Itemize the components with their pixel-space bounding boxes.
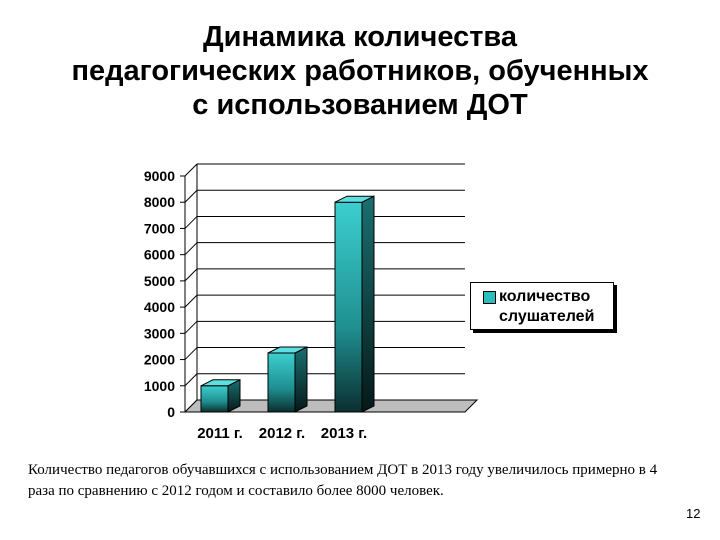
gridline-diagonal [184, 268, 198, 282]
x-category-label: 2013 г. [321, 425, 367, 442]
legend-label: количество слушателей [499, 288, 595, 325]
gridline-diagonal [184, 347, 198, 360]
gridline-diagonal [184, 189, 198, 203]
x-axis-labels: 2011 г. 2012 г. 2013 г. [197, 425, 367, 442]
bar-2 [267, 346, 308, 413]
x-category-label: 2012 г. [259, 425, 305, 442]
gridline-diagonal [184, 242, 198, 256]
gridline-diagonal [184, 294, 198, 308]
y-tick-label: 3000 [144, 325, 175, 341]
y-tick-label: 4000 [144, 299, 175, 315]
bar-3 [334, 195, 375, 413]
y-tick-label: 2000 [144, 352, 175, 368]
chart-gridlines [180, 163, 479, 413]
bar-front [200, 385, 229, 413]
bar-chart: 0 1000 2000 3000 4000 5000 6000 7000 8000 9000 20… [144, 163, 479, 442]
slide-title: Динамика количества педагогических работ… [20, 20, 700, 122]
y-tick-label: 8000 [144, 194, 175, 210]
legend-swatch [483, 291, 496, 304]
bar-side [361, 195, 375, 413]
gridline-diagonal [184, 216, 198, 229]
bar-1 [200, 378, 241, 413]
gridline-diagonal [184, 320, 198, 334]
y-tick-label: 1000 [144, 378, 175, 394]
title-line-2: педагогических работников, обученных [71, 55, 649, 87]
x-category-label: 2011 г. [197, 425, 243, 442]
slide-caption: Количество педагогов обучавшихся с испол… [28, 462, 658, 499]
gridline-diagonal [184, 373, 198, 387]
y-tick-label: 0 [167, 404, 175, 420]
chart-legend: количество слушателей [470, 282, 614, 330]
bar-side [294, 346, 308, 413]
y-tick-label: 5000 [144, 273, 175, 289]
page-number: 12 [686, 506, 701, 521]
y-axis-ticks: 0 1000 2000 3000 4000 5000 6000 7000 8000 9000 [144, 168, 175, 420]
bar-front [334, 201, 363, 413]
title-line-1: Динамика количества [203, 21, 517, 53]
bar-top [334, 195, 375, 203]
bar-top [200, 379, 241, 387]
chart-bars [200, 195, 375, 413]
y-tick-label: 7000 [144, 220, 175, 236]
gridline-diagonal [184, 163, 198, 177]
y-tick-label: 6000 [144, 247, 175, 263]
y-tick-label: 9000 [144, 168, 175, 184]
bar-top [267, 346, 308, 354]
title-line-3: с использованием ДОТ [192, 89, 528, 121]
bar-front [267, 352, 296, 413]
chart-floor [183, 399, 479, 413]
